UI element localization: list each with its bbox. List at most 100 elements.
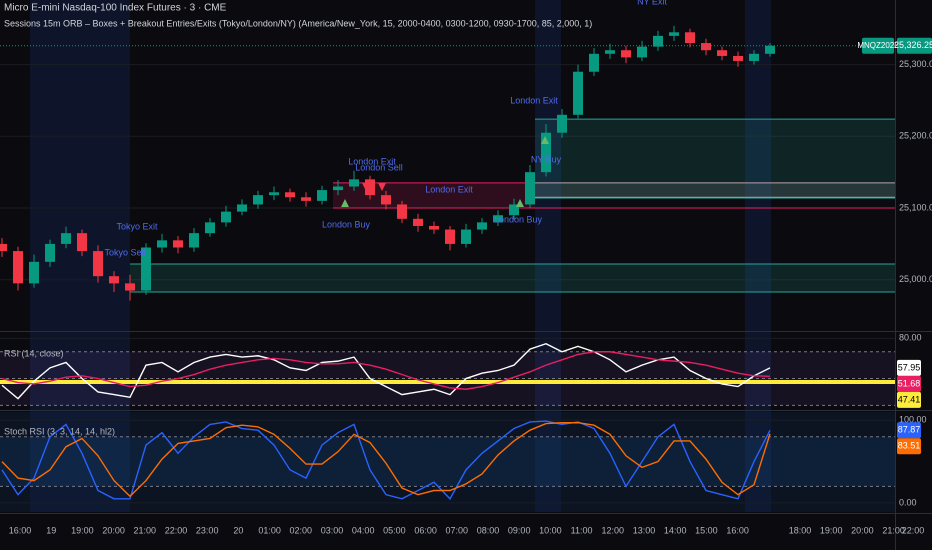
x-tick-label: 06:00 [414, 525, 437, 535]
x-tick-label: 19:00 [71, 525, 94, 535]
value-badge [897, 375, 921, 392]
x-tick-label: 12:00 [602, 525, 625, 535]
candle-body [669, 32, 679, 36]
indicator-line [1, 422, 771, 498]
signal-label: London Buy [494, 214, 543, 224]
candle-body [237, 204, 247, 212]
chart-title: Micro E-mini Nasdaq-100 Index Futures · … [4, 3, 227, 14]
session-shade [745, 0, 771, 512]
candle-body [573, 71, 583, 115]
value-badge-label: 47.41 [898, 394, 921, 404]
x-tick-label: 18:00 [789, 525, 812, 535]
session-box [535, 119, 895, 198]
candle-body [445, 229, 455, 244]
y-tick-label: 25,000.00 [899, 274, 932, 284]
x-tick-label: 07:00 [446, 525, 469, 535]
candle-body [541, 132, 551, 173]
candle-body [253, 195, 263, 205]
price-badge [897, 37, 932, 54]
candle-body [365, 179, 375, 196]
candle-body [381, 195, 391, 205]
value-badge [897, 422, 921, 439]
candle-body [461, 229, 471, 244]
y-tick-label: 25,200.00 [899, 131, 932, 141]
session-box [130, 264, 895, 292]
signal-label: NY Buy [531, 154, 562, 164]
candle-body [717, 50, 727, 56]
indicator-line [1, 420, 771, 500]
x-tick-label: 23:00 [196, 525, 219, 535]
candle-body [301, 197, 311, 201]
signal-label: London Exit [510, 95, 558, 105]
x-tick-label: 09:00 [508, 525, 531, 535]
pane-title: RSI (14, close) [4, 348, 64, 358]
signal-label: London Exit [425, 184, 473, 194]
x-tick-label: 10:00 [539, 525, 562, 535]
candle-body [269, 192, 279, 196]
candle-body [397, 204, 407, 219]
x-tick-label: 15:00 [695, 525, 718, 535]
candle-body [733, 55, 743, 61]
candle-body [173, 240, 183, 248]
candle-body [61, 233, 71, 244]
candle-body [29, 261, 39, 284]
x-tick-label: 22:00 [165, 525, 188, 535]
indicator-line [1, 351, 771, 390]
buy-marker [516, 199, 524, 207]
candle-body [285, 192, 295, 198]
candle-body [125, 283, 135, 291]
x-tick-label: 03:00 [321, 525, 344, 535]
x-tick-label: 21:00 [882, 525, 905, 535]
candle-body [157, 240, 167, 248]
y-tick-label: 0.00 [899, 497, 917, 507]
x-tick-label: 16:00 [726, 525, 749, 535]
signal-label: Tokyo Exit [116, 221, 158, 231]
candle-body [685, 32, 695, 44]
signal-label: London Exit [348, 156, 396, 166]
candle-body [621, 50, 631, 58]
indicator-line [1, 342, 771, 400]
x-tick-label: 20:00 [851, 525, 874, 535]
signal-label: NY Exit [637, 0, 667, 6]
x-tick-label: 20 [233, 525, 243, 535]
buy-marker [341, 199, 349, 207]
x-tick-label: 11:00 [571, 525, 593, 535]
x-tick-label: 08:00 [477, 525, 500, 535]
candle-body [477, 222, 487, 230]
candle-body [333, 186, 343, 191]
candle-body [189, 233, 199, 248]
candle-body [349, 179, 359, 187]
sell-marker [362, 183, 370, 191]
symbol-label: MNQZ2025 [857, 41, 899, 50]
candle-body [605, 50, 615, 54]
candle-body [557, 114, 567, 133]
signal-label: London Buy [322, 219, 371, 229]
value-badge [897, 391, 921, 408]
candle-body [221, 211, 231, 223]
candle-body [205, 222, 215, 234]
price-badge-label: 25,326.25 [894, 40, 932, 50]
candle-body [413, 218, 423, 226]
value-badge [897, 359, 921, 376]
session-box [535, 182, 895, 198]
indicator-settings: Sessions 15m ORB – Boxes + Breakout Entr… [4, 18, 592, 28]
x-tick-label: 02:00 [290, 525, 313, 535]
signal-label: Tokyo Sell [104, 247, 145, 257]
y-tick-label: 100.00 [899, 415, 927, 425]
candle-body [509, 204, 519, 216]
value-badge-label: 51.68 [898, 378, 921, 388]
candle-body [749, 53, 759, 61]
x-tick-label: 01:00 [258, 525, 281, 535]
value-badge-label: 87.87 [898, 425, 921, 435]
y-tick-label: 25,100.00 [899, 202, 932, 212]
candle-body [589, 53, 599, 72]
x-tick-label: 19 [46, 525, 56, 535]
candle-body [77, 233, 87, 252]
value-badge-label: 57.95 [898, 362, 921, 372]
x-tick-label: 19:00 [820, 525, 843, 535]
x-tick-label: 14:00 [664, 525, 687, 535]
sell-marker [378, 183, 386, 191]
x-tick-label: 22:00 [902, 525, 925, 535]
